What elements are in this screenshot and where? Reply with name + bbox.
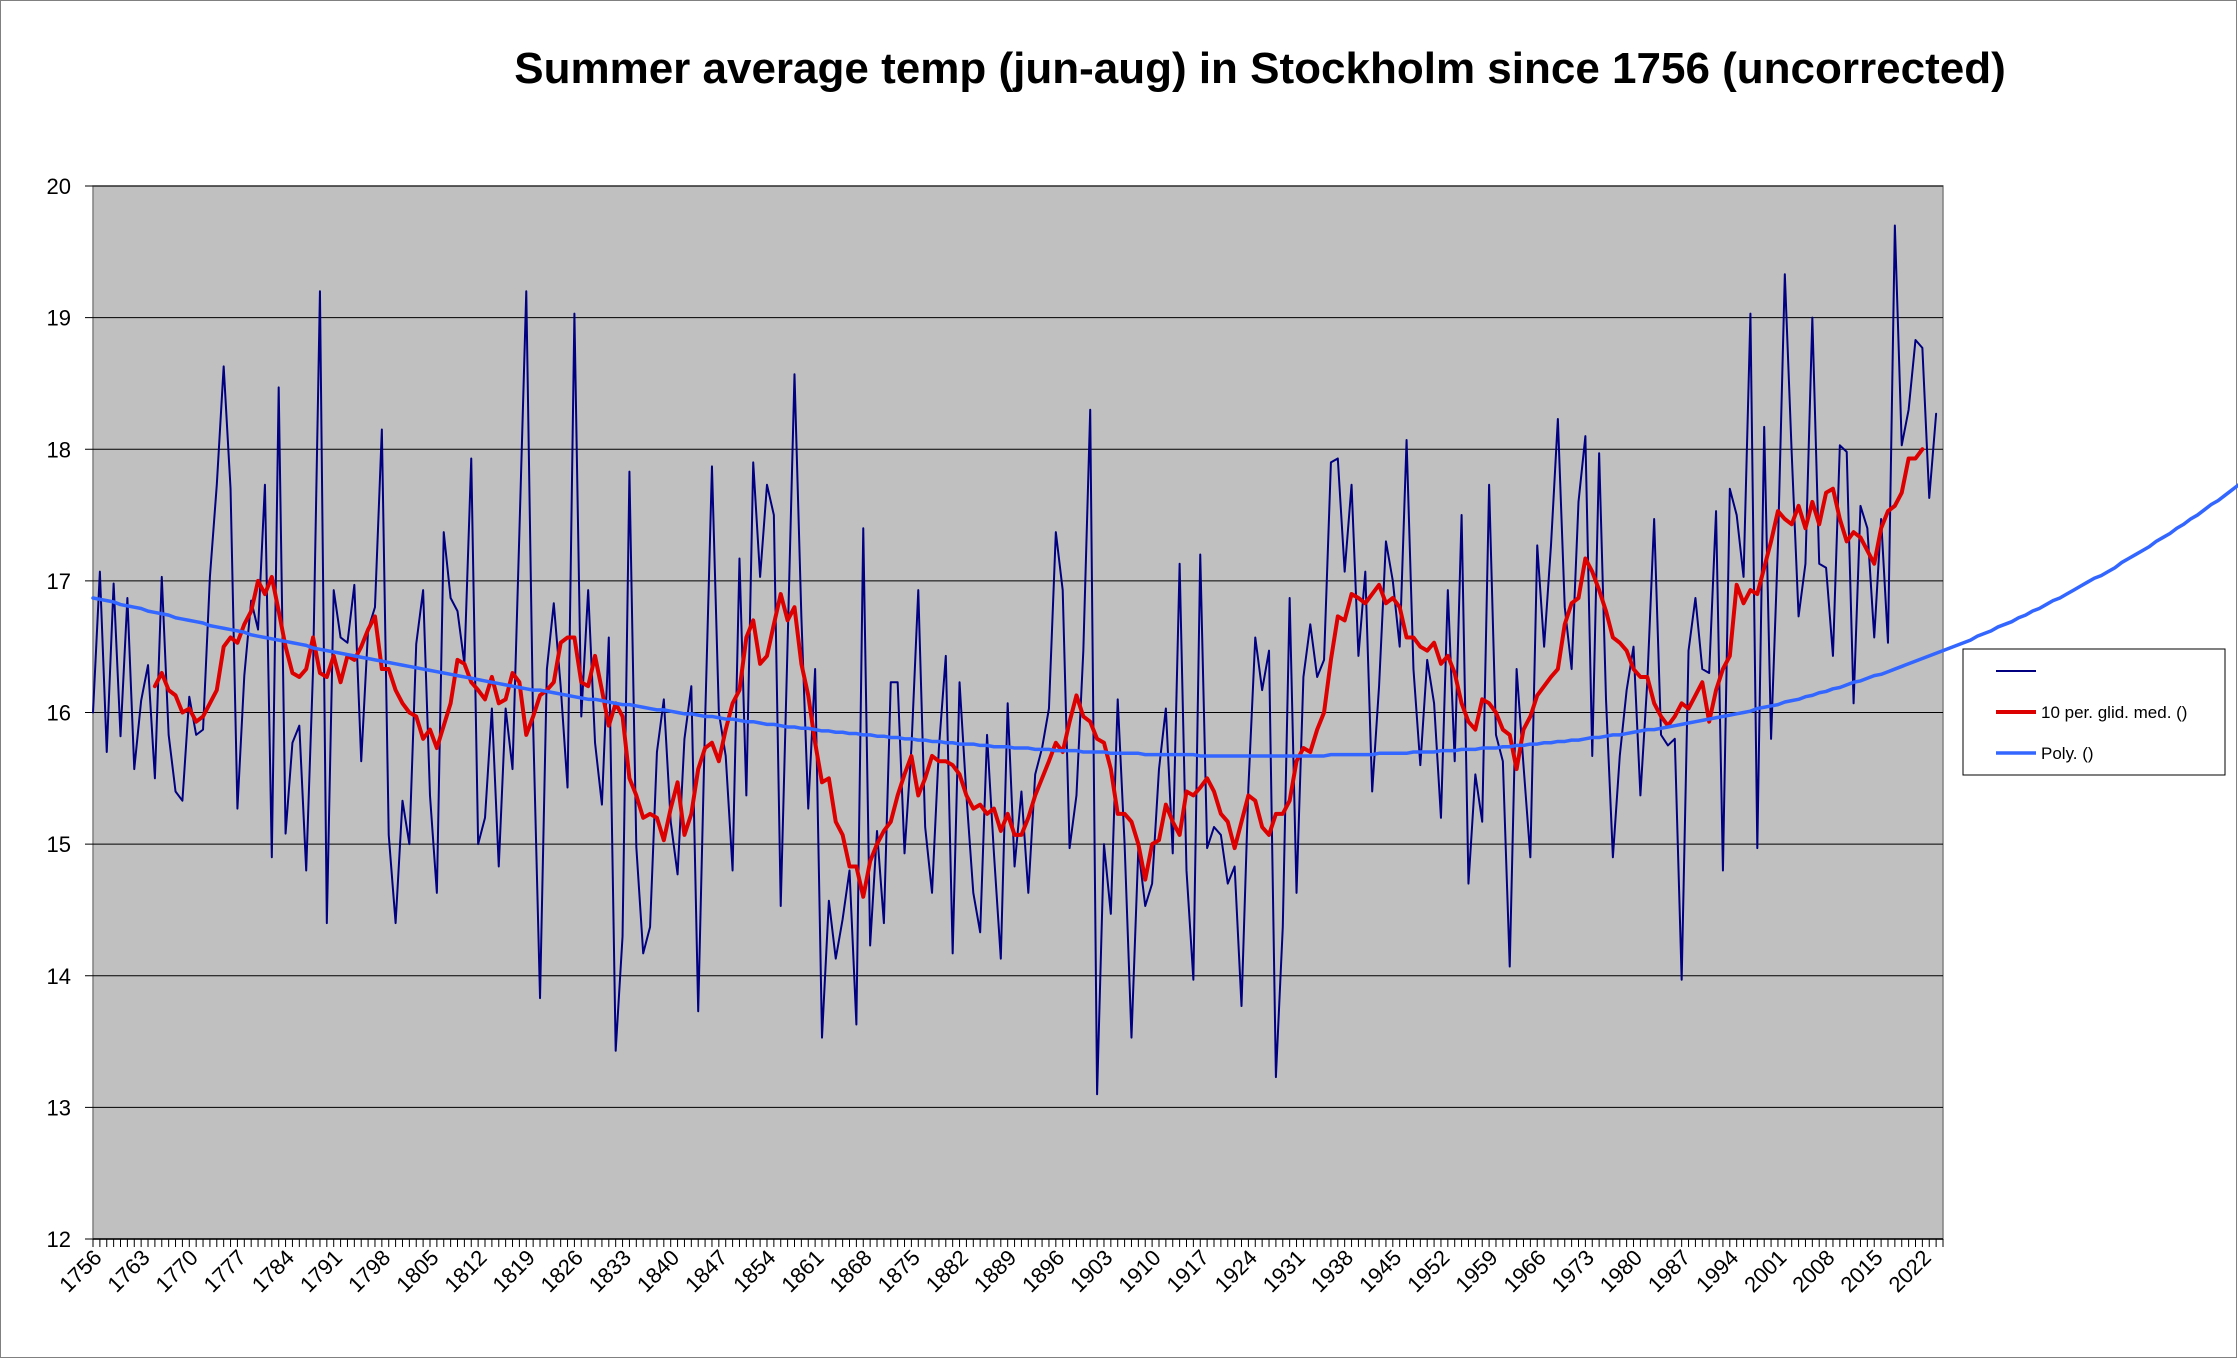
x-tick-label: 1882 [921,1245,973,1297]
plot-area: 1213141516171819201756176317701777178417… [47,174,2238,1297]
x-tick-label: 1812 [439,1245,491,1297]
x-tick-label: 1945 [1354,1245,1406,1297]
x-tick-label: 1931 [1258,1245,1310,1297]
x-tick-label: 2022 [1884,1245,1936,1297]
x-tick-label: 1938 [1306,1245,1358,1297]
x-tick-label: 1917 [1161,1245,1213,1297]
y-tick-label: 12 [47,1227,71,1252]
y-tick-label: 18 [47,437,71,462]
x-tick-label: 1980 [1595,1245,1647,1297]
x-tick-label: 1791 [295,1245,347,1297]
x-tick-label: 1770 [151,1245,203,1297]
x-tick-label: 2001 [1739,1245,1791,1297]
x-tick-label: 1952 [1402,1245,1454,1297]
x-tick-label: 1903 [1065,1245,1117,1297]
x-tick-label: 1924 [1210,1245,1262,1297]
x-tick-label: 1889 [969,1245,1021,1297]
y-tick-label: 14 [47,964,71,989]
series-line-0 [92,224,1938,1096]
y-tick-label: 19 [47,306,71,331]
x-tick-label: 1861 [776,1245,828,1297]
chart-title: Summer average temp (jun-aug) in Stockho… [514,44,2006,93]
x-tick-label: 1833 [584,1245,636,1297]
series-line-1 [152,447,1925,899]
x-tick-label: 1910 [1113,1245,1165,1297]
x-tick-label: 1959 [1450,1245,1502,1297]
x-tick-label: 1777 [199,1245,251,1297]
y-tick-label: 13 [47,1095,71,1120]
x-tick-label: 1854 [728,1245,780,1297]
x-tick-label: 1805 [391,1245,443,1297]
y-tick-label: 16 [47,701,71,726]
x-tick-label: 1784 [247,1245,299,1297]
x-tick-label: 1896 [1017,1245,1069,1297]
x-tick-label: 1966 [1498,1245,1550,1297]
x-tick-label: 1973 [1547,1245,1599,1297]
legend-label-2: Poly. () [2041,744,2094,763]
legend-label-1: 10 per. glid. med. () [2041,703,2187,722]
x-tick-label: 1826 [536,1245,588,1297]
x-tick-label: 1847 [680,1245,732,1297]
x-tick-label: 1875 [873,1245,925,1297]
x-tick-label: 1756 [54,1245,106,1297]
x-tick-label: 1987 [1643,1245,1695,1297]
series-line-2 [91,483,2238,758]
x-tick-label: 1763 [102,1245,154,1297]
y-tick-label: 17 [47,569,71,594]
x-tick-label: 2008 [1787,1245,1839,1297]
x-tick-label: 1840 [632,1245,684,1297]
y-tick-label: 20 [47,174,71,199]
y-tick-label: 15 [47,832,71,857]
x-tick-label: 2015 [1835,1245,1887,1297]
x-tick-label: 1868 [825,1245,877,1297]
legend: 10 per. glid. med. () Poly. () [1962,648,2226,776]
x-tick-label: 1994 [1691,1245,1743,1297]
x-tick-label: 1798 [343,1245,395,1297]
x-tick-label: 1819 [488,1245,540,1297]
